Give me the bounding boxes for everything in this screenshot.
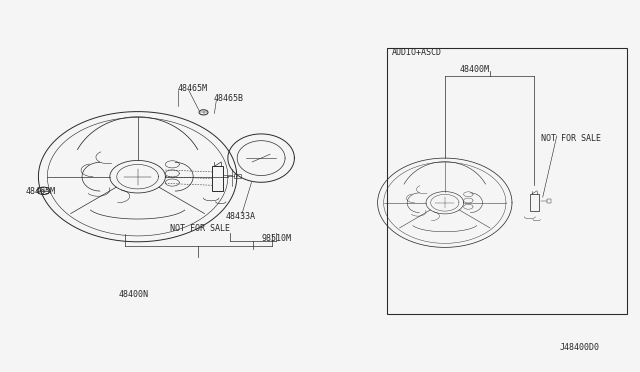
Bar: [547, 199, 551, 203]
Text: 48433A: 48433A: [225, 212, 255, 221]
Text: 48400N: 48400N: [118, 290, 148, 299]
Bar: [234, 174, 241, 179]
Text: NOT FOR SALE: NOT FOR SALE: [170, 224, 230, 233]
Text: 48400M: 48400M: [460, 65, 490, 74]
Text: J48400D0: J48400D0: [560, 343, 600, 352]
Bar: [387, 48, 627, 314]
Bar: [531, 194, 538, 211]
Text: 98510M: 98510M: [261, 234, 291, 243]
Text: AUDIO+ASCD: AUDIO+ASCD: [392, 48, 442, 57]
Text: NOT FOR SALE: NOT FOR SALE: [541, 134, 601, 143]
Bar: [212, 167, 223, 190]
Text: 48465M: 48465M: [26, 187, 56, 196]
Text: 48465B: 48465B: [214, 94, 244, 103]
Text: 48465M: 48465M: [178, 84, 208, 93]
